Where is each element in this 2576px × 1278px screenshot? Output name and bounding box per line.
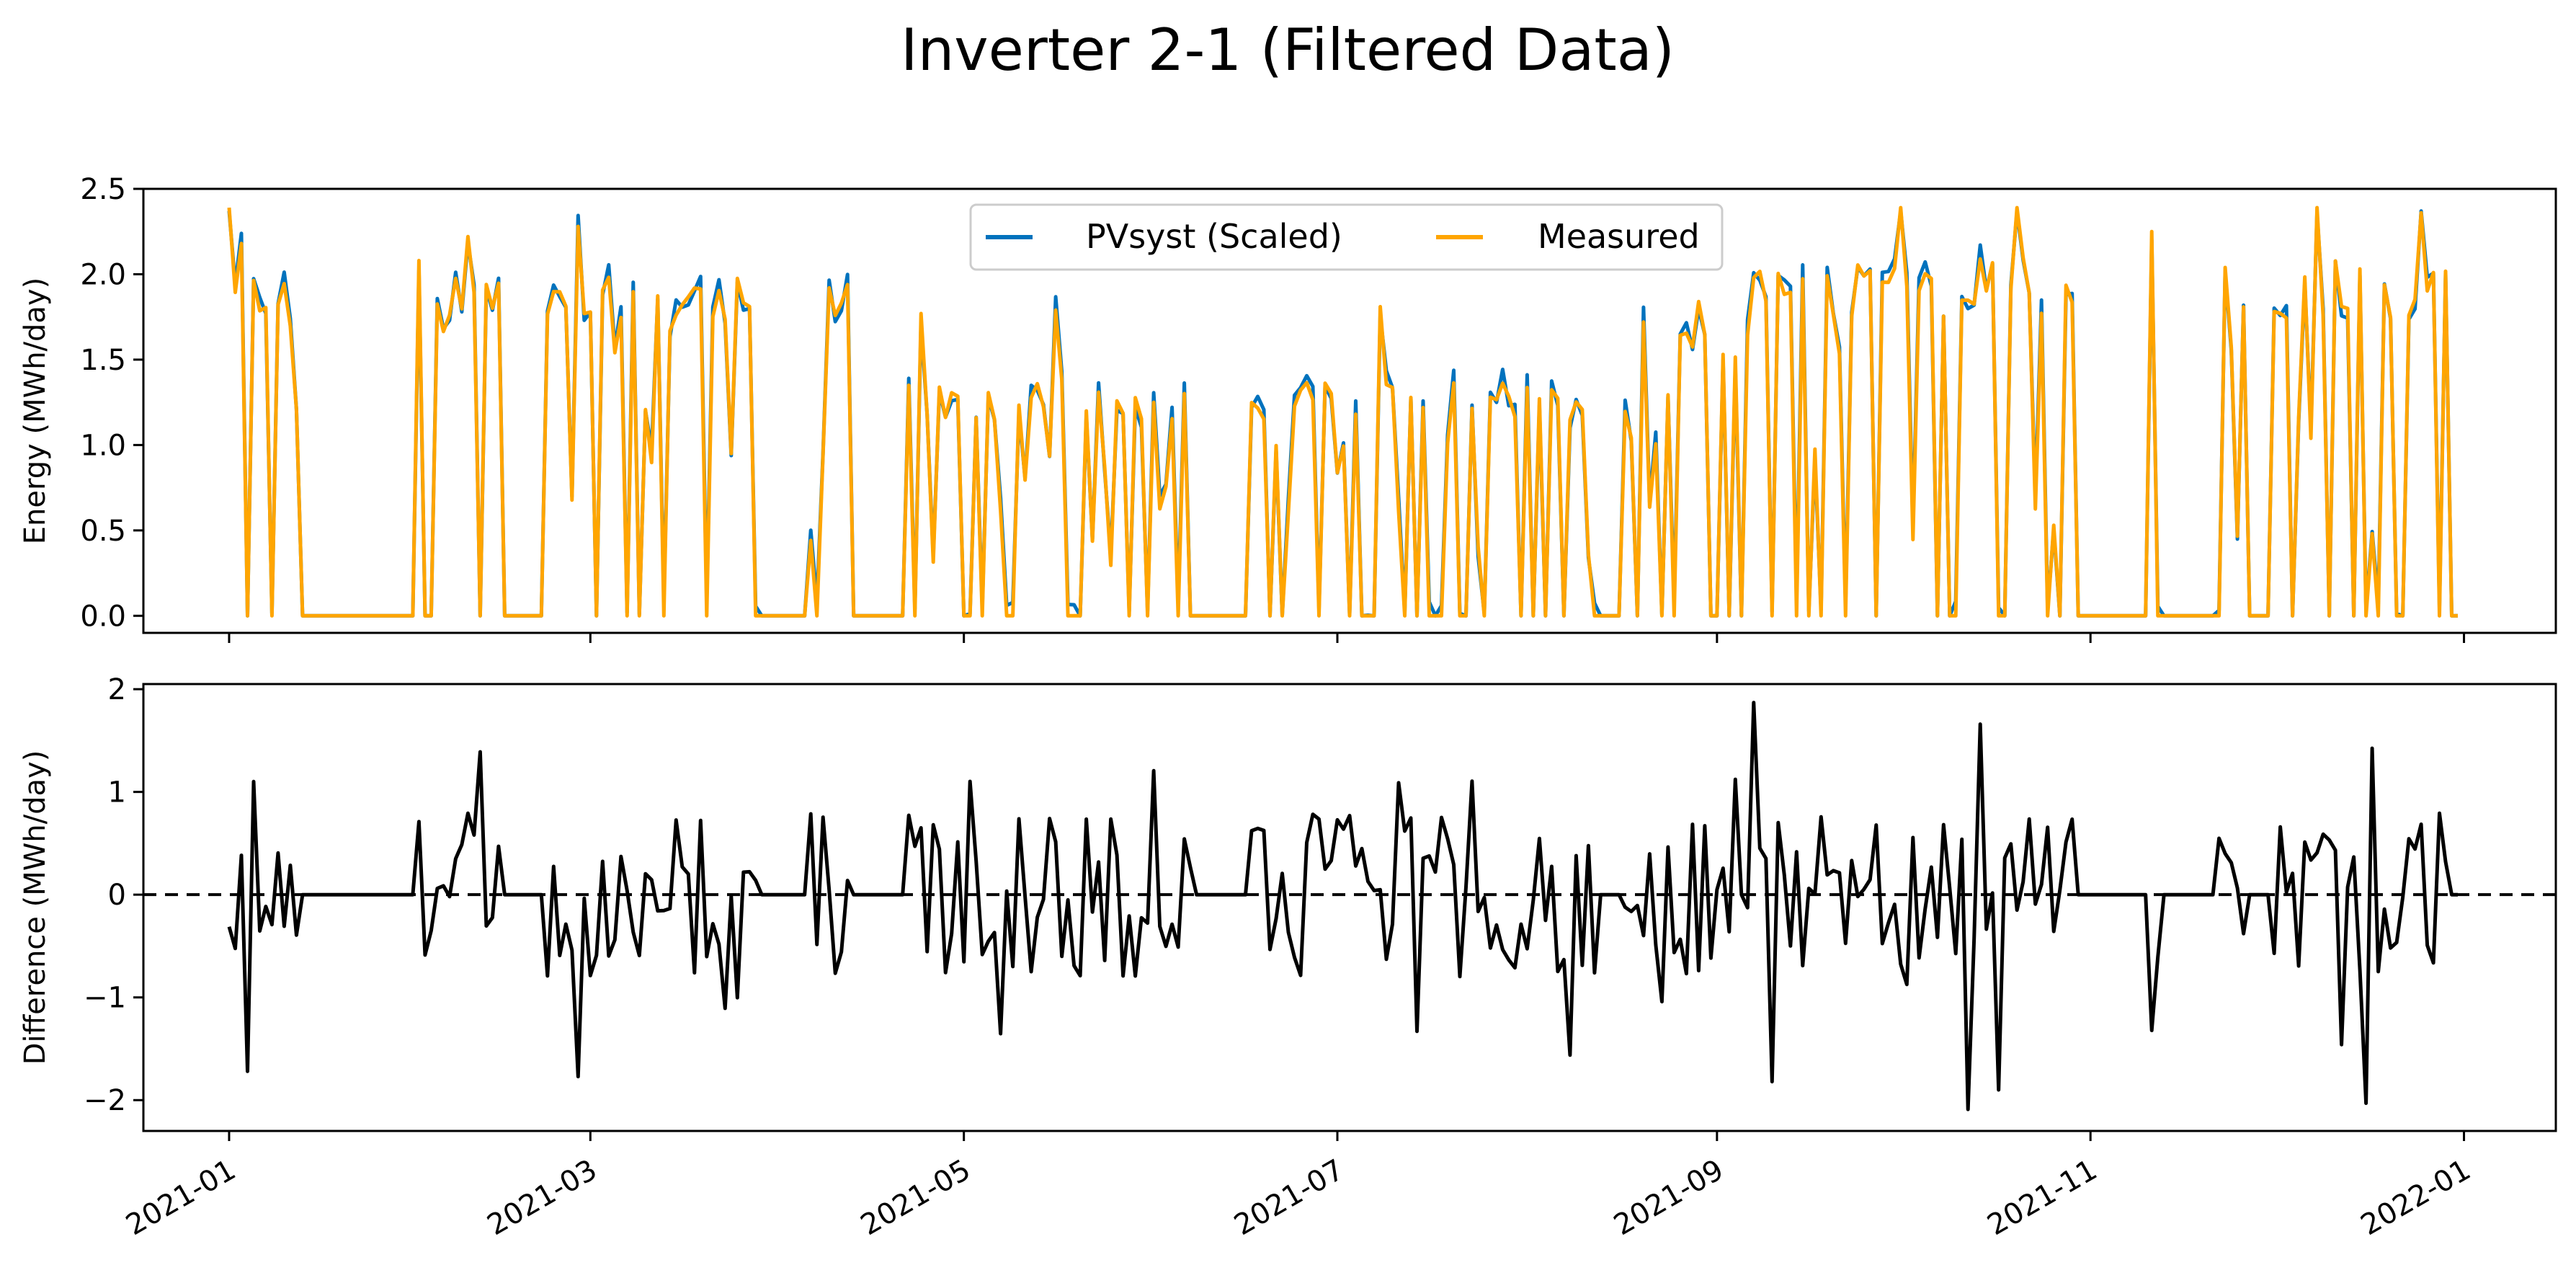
- energy-panel: 0.0 0.5 1.0 1.5 2.0 2.5 Energy (MWh/day) PVsy…: [19, 173, 2557, 643]
- y-tick-label: 0.5: [80, 515, 126, 548]
- legend-label-measured: Measured: [1538, 217, 1700, 256]
- difference-plot-frame: [142, 683, 2557, 1132]
- measured-series-line: [227, 205, 2458, 618]
- energy-series-group: [227, 205, 2458, 618]
- y-tick-label: −2: [84, 1084, 126, 1117]
- y-tick-label: −1: [84, 982, 126, 1015]
- difference-series-group: [227, 701, 2458, 1111]
- energy-plot-frame: [142, 187, 2557, 634]
- difference-series-line: [227, 701, 2458, 1111]
- y-tick-label: 2.5: [80, 173, 126, 206]
- y-tick-label: 0: [108, 879, 126, 912]
- energy-y-axis-label: Energy (MWh/day): [19, 278, 52, 544]
- legend-box: [969, 203, 1724, 271]
- difference-y-axis-label: Difference (MWh/day): [19, 750, 52, 1065]
- y-tick-label: 1: [108, 776, 126, 809]
- legend: PVsyst (Scaled) Measured: [969, 203, 1724, 271]
- chart-title: Inverter 2-1 (Filtered Data): [901, 17, 1675, 84]
- y-tick-label: 1.0: [80, 429, 126, 462]
- y-tick-label: 1.5: [80, 344, 126, 377]
- legend-label-pvsyst: PVsyst (Scaled): [1086, 217, 1342, 256]
- y-tick-label: 2: [108, 673, 126, 706]
- y-tick-label: 2.0: [80, 258, 126, 291]
- y-tick-label: 0.0: [80, 600, 126, 633]
